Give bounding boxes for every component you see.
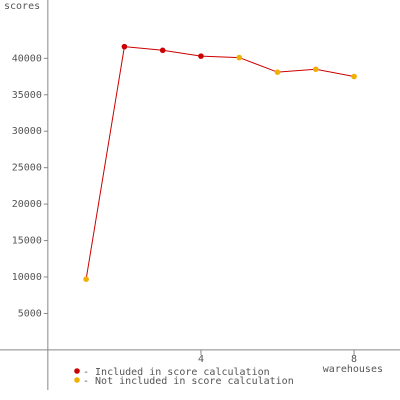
legend-marker [74,368,80,374]
y-tick-label: 40000 [12,53,42,64]
x-tick-label: 8 [351,354,357,365]
y-tick-label: 30000 [12,126,42,137]
y-tick-label: 35000 [12,90,42,101]
data-point [274,69,281,75]
legend-label: - Not included in score calculation [83,376,294,387]
data-point [236,54,243,61]
data-point [351,73,357,80]
y-tick-label: 5000 [18,308,42,319]
x-axis-label: warehouses [323,364,383,375]
x-tick-label: 4 [198,354,204,365]
series-line [85,46,355,280]
y-tick-label: 15000 [12,236,42,247]
data-point [121,43,128,50]
data-point [159,47,166,54]
y-tick-label: 10000 [12,272,42,283]
data-point [198,53,204,59]
legend-label: - Included in score calculation [83,367,270,378]
y-tick-label: 25000 [12,163,42,174]
data-point [83,276,89,282]
y-axis-label: scores [4,1,40,12]
y-tick-label: 20000 [12,199,42,210]
legend-marker [74,377,80,383]
data-point [312,66,319,73]
